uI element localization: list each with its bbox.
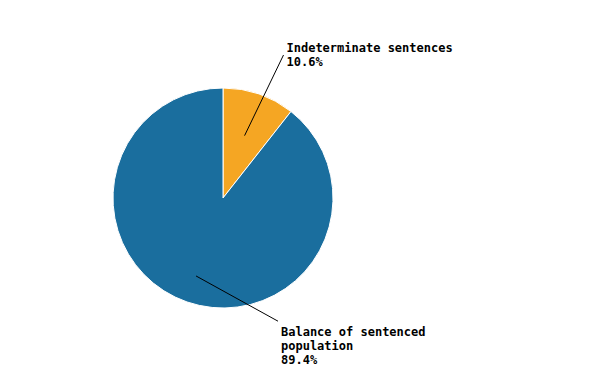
svg-text:Balance of sentencedpopulation: Balance of sentencedpopulation89.4%	[281, 325, 426, 367]
svg-text:Indeterminate sentences10.6%: Indeterminate sentences10.6%	[287, 41, 453, 69]
